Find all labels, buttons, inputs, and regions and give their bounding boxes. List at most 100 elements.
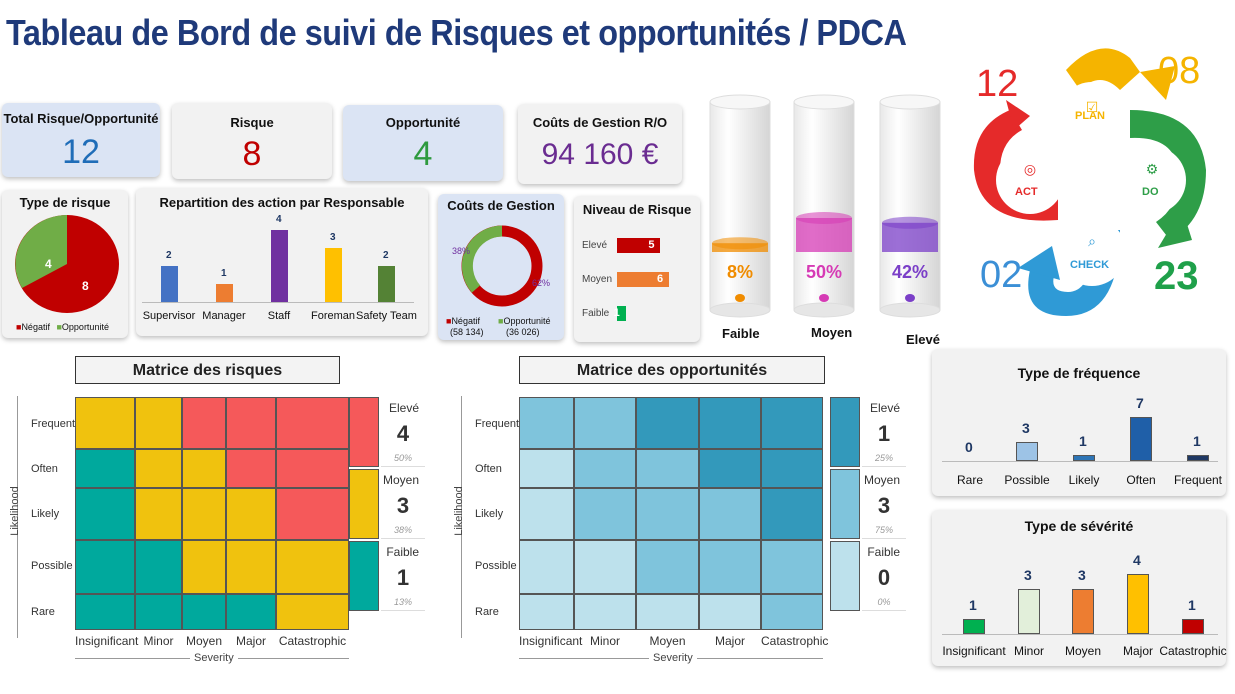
matrix-side-color xyxy=(349,469,379,539)
matrix-ylabel: Likelihood xyxy=(452,486,465,536)
matrix-cell xyxy=(636,594,699,630)
cylinder-fill-top xyxy=(882,216,938,229)
matrix-side-box: Faible 1 13% xyxy=(381,541,425,611)
matrix-cell xyxy=(699,449,761,488)
donut-label-opportunite: 38% xyxy=(452,246,470,256)
matrix-side-value: 3 xyxy=(396,493,410,518)
matrix-side-box: Moyen 3 38% xyxy=(381,469,425,539)
kpi-couts-value: 94 160 € xyxy=(541,138,659,171)
repartition-category: Safety Team xyxy=(356,310,417,322)
matrix-axis-y xyxy=(17,396,18,638)
matrix-cell xyxy=(135,449,182,488)
matrix-cell xyxy=(75,488,135,540)
matrix-side-value: 3 xyxy=(877,493,891,518)
pdca-arrow-plan xyxy=(1066,48,1140,90)
matrix-likelihood-label: Often xyxy=(475,463,502,475)
niveau-risque-card[interactable]: Niveau de Risque Elevé 5 Moyen 6 Faible 1 xyxy=(574,196,700,342)
matrix-cell xyxy=(519,449,574,488)
repartition-card[interactable]: Repartition des action par Responsable 2… xyxy=(136,188,428,336)
bar-category: Major xyxy=(1122,644,1153,658)
cylinder-fill-top xyxy=(712,237,768,250)
cylinder-top xyxy=(879,94,941,110)
couts-gestion-card[interactable]: Coûts de Gestion 38% 62% ■Négatif (58 13… xyxy=(438,194,564,340)
pdca-check-label: CHECK xyxy=(1070,259,1110,271)
pie-label-negatif: 8 xyxy=(82,279,89,293)
pdca-check-number: 02 xyxy=(980,254,1023,296)
niveau-title: Niveau de Risque xyxy=(582,202,692,217)
matrix-side-box: Faible 0 0% xyxy=(862,541,906,611)
cylinder-label-moyen: Moyen xyxy=(811,325,853,340)
matrix-cell xyxy=(276,449,349,488)
matrix-cell xyxy=(226,540,276,594)
matrix-cell xyxy=(276,594,349,630)
bar-mark xyxy=(1182,619,1204,634)
matrix-cell xyxy=(276,488,349,540)
pdca-circle-plan xyxy=(1058,82,1126,150)
matrix-cell xyxy=(699,540,761,594)
type-risque-card[interactable]: Type de risque 4 8 ■Négatif ■Opportunité xyxy=(2,190,128,338)
matrix-cell xyxy=(636,488,699,540)
couts-amount-negatif: (58 134) xyxy=(450,327,484,337)
bar-value: 1 xyxy=(1193,432,1201,449)
pdca-arrow-do xyxy=(1130,110,1206,240)
repartition-title: Repartition des action par Responsable xyxy=(159,195,405,210)
pdca-arrowhead-act xyxy=(1006,100,1030,130)
matrix-likelihood-label: Likely xyxy=(475,508,504,520)
bar-value: 1 xyxy=(969,597,977,613)
matrix-cell xyxy=(761,540,823,594)
repartition-bar xyxy=(161,266,178,302)
kpi-opportunite-card[interactable]: Opportunité 4 xyxy=(343,105,503,181)
bar-mark xyxy=(1073,454,1095,461)
cylinder-chart: 8% 50% 42% xyxy=(709,94,941,318)
matrix-cell xyxy=(574,449,636,488)
frequence-card[interactable]: Type de fréquence 0 Rare 3 Possible 1 Likely 7… xyxy=(932,349,1226,496)
bar-category: Insignificant xyxy=(942,644,1006,658)
severite-card[interactable]: Type de sévérité 1 Insignificant 3 Minor 3 Mo… xyxy=(932,510,1227,666)
bar-mark xyxy=(1018,589,1040,634)
matrix-cell xyxy=(135,540,182,594)
repartition-bar xyxy=(216,284,233,302)
couts-gestion-title: Coûts de Gestion xyxy=(447,198,555,213)
matrix-cell xyxy=(75,594,135,630)
bar-value: 0 xyxy=(965,439,973,455)
bar-mark xyxy=(963,619,985,634)
matrix-cell xyxy=(226,397,276,449)
pdca-circle-act xyxy=(996,146,1064,214)
matrix-side-color xyxy=(830,469,860,539)
plan-icon: ☑ xyxy=(1086,99,1099,115)
niveau-bar xyxy=(617,238,661,253)
niveau-bar xyxy=(617,306,626,321)
repartition-category: Foreman xyxy=(310,310,356,322)
matrix-likelihood-label: Often xyxy=(31,463,58,475)
bar-value: 1 xyxy=(1188,597,1196,613)
niveau-value: 6 xyxy=(657,273,664,285)
matrix-cell xyxy=(574,488,636,540)
cylinder-base xyxy=(709,302,771,318)
matrix-cell xyxy=(226,449,276,488)
kpi-total-card[interactable]: Total Risque/Opportunité 12 xyxy=(2,103,160,177)
matrix-severity-label: Catastrophic xyxy=(761,634,829,648)
type-risque-legend: ■Négatif ■Opportunité xyxy=(16,322,109,332)
niveau-row-label: Moyen xyxy=(582,274,613,285)
frequence-title: Type de fréquence xyxy=(1017,365,1141,381)
kpi-couts-card[interactable]: Coûts de Gestion R/O 94 160 € xyxy=(518,104,682,184)
matrix-side-value: 0 xyxy=(877,565,891,590)
kpi-risque-card[interactable]: Risque 8 xyxy=(172,103,332,179)
matrix-side-color xyxy=(349,541,379,611)
matrix-severity-label: Minor xyxy=(589,634,620,648)
cylinder-fill-top xyxy=(796,212,852,224)
matrix-side-name: Moyen xyxy=(863,473,900,487)
matrix-cell xyxy=(276,540,349,594)
pdca-act-label: ACT xyxy=(1015,186,1038,198)
bar-value: 1 xyxy=(1079,432,1087,449)
matrix-likelihood-label: Likely xyxy=(31,508,60,520)
matrix-side-name: Elevé xyxy=(869,401,900,415)
cylinder-dot xyxy=(819,294,829,302)
matrix-cell xyxy=(761,488,823,540)
pie-slice-opportunite xyxy=(15,215,68,288)
niveau-value: 1 xyxy=(613,307,620,319)
niveau-row-label: Elevé xyxy=(582,240,608,251)
matrix-likelihood-label: Frequent xyxy=(31,418,76,430)
matrix-side-pct: 50% xyxy=(393,453,412,463)
matrix-severity-label: Catastrophic xyxy=(278,634,347,648)
